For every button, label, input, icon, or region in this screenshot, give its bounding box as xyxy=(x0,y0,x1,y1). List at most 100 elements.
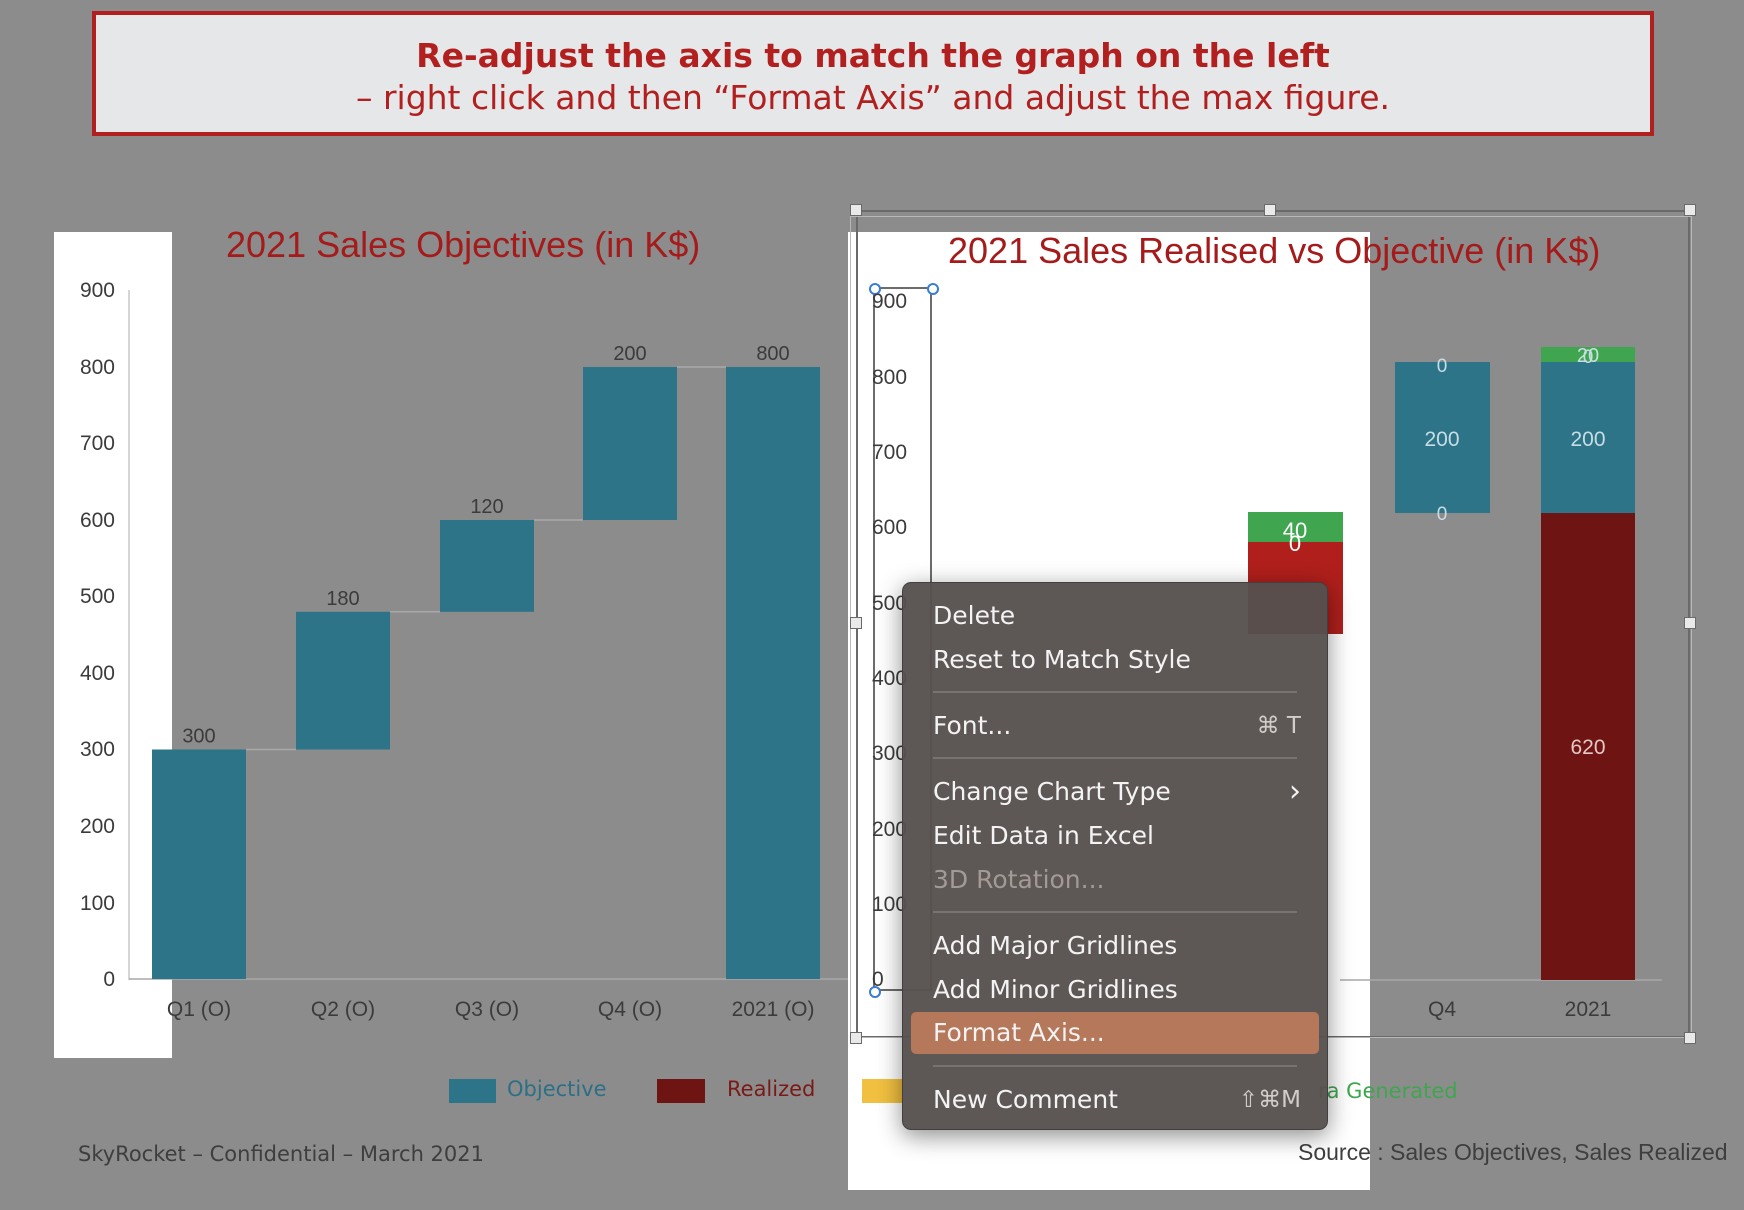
right-y-tick: 100 xyxy=(872,893,908,916)
bar-value-label: 800 xyxy=(756,343,789,365)
right-y-tick: 900 xyxy=(872,290,908,313)
bar-value-label: 120 xyxy=(470,496,503,518)
legend-swatch-yellow xyxy=(862,1079,902,1103)
resize-handle[interactable] xyxy=(1684,1032,1696,1044)
legend-swatch-objective xyxy=(449,1079,496,1103)
label-2021-extra: 20 xyxy=(1577,345,1599,367)
right-x-tick-q4: Q4 xyxy=(1428,998,1456,1021)
menu-item-label: Reset to Match Style xyxy=(933,645,1191,674)
right-y-tick: 400 xyxy=(872,667,908,690)
bar-q1-o[interactable] xyxy=(152,749,246,980)
menu-item-label: Format Axis... xyxy=(933,1018,1105,1047)
menu-item-add-major-gridlines[interactable]: Add Major Gridlines xyxy=(911,925,1319,967)
right-y-tick: 700 xyxy=(872,441,908,464)
left-y-tick: 200 xyxy=(79,815,115,838)
banner-line-2: – right click and then “Format Axis” and… xyxy=(355,78,1391,118)
left-x-tick: Q2 (O) xyxy=(311,998,375,1021)
bar-value-label: 200 xyxy=(613,343,646,365)
bar-2021-o[interactable] xyxy=(726,367,820,979)
left-y-tick: 900 xyxy=(79,279,115,302)
axis-handle[interactable] xyxy=(869,986,881,998)
menu-item-font[interactable]: Font... ⌘ T xyxy=(911,705,1319,747)
right-stacked-chart: 40 0 200 0 0 0 20 200 620 Q4 2021 xyxy=(1248,345,1662,1021)
footer-source: Source : Sales Objectives, Sales Realize… xyxy=(1298,1139,1728,1165)
bar-value-label: 180 xyxy=(326,588,359,610)
left-chart-title: 2021 Sales Objectives (in K$) xyxy=(226,224,701,265)
menu-item-delete[interactable]: Delete xyxy=(911,595,1319,637)
bar-partial-extra[interactable] xyxy=(1248,512,1343,542)
bar-value-label: 300 xyxy=(182,726,215,748)
resize-handle[interactable] xyxy=(1684,204,1696,216)
resize-handle[interactable] xyxy=(1264,204,1276,216)
bar-q4-o[interactable] xyxy=(583,367,677,520)
resize-handle[interactable] xyxy=(1684,617,1696,629)
menu-separator xyxy=(933,1065,1297,1067)
menu-item-3d-rotation: 3D Rotation... xyxy=(911,859,1319,901)
legend-label-extra: ra Generated xyxy=(1318,1079,1458,1103)
shortcut-cmd-t: ⌘ T xyxy=(1256,713,1301,739)
menu-item-change-chart-type[interactable]: Change Chart Type › xyxy=(911,771,1319,813)
right-y-tick: 500 xyxy=(872,592,908,615)
label-q4-bottom-zero: 0 xyxy=(1437,504,1448,525)
menu-item-label: New Comment xyxy=(933,1085,1118,1114)
menu-separator xyxy=(933,911,1297,913)
left-y-tick: 800 xyxy=(79,356,115,379)
bar-2021-objective[interactable] xyxy=(1541,362,1635,513)
right-y-tick: 200 xyxy=(872,818,908,841)
legend-swatch-realized xyxy=(657,1079,705,1103)
resize-handle[interactable] xyxy=(850,617,862,629)
label-partial-zero: 0 xyxy=(1289,531,1301,556)
left-x-tick: Q1 (O) xyxy=(167,998,231,1021)
right-chart-title: 2021 Sales Realised vs Objective (in K$) xyxy=(948,230,1601,271)
label-q4-objective: 200 xyxy=(1424,428,1459,451)
label-2021-top-zero: 0 xyxy=(1583,347,1594,368)
right-y-tick: 600 xyxy=(872,516,908,539)
context-menu: Delete Reset to Match Style Font... ⌘ T C… xyxy=(902,582,1328,1130)
left-y-tick: 300 xyxy=(79,738,115,761)
axis-handle[interactable] xyxy=(869,283,881,295)
left-x-tick: Q3 (O) xyxy=(455,998,519,1021)
menu-item-label: Add Minor Gridlines xyxy=(933,975,1178,1004)
resize-handle[interactable] xyxy=(850,204,862,216)
left-y-tick: 100 xyxy=(79,892,115,915)
menu-item-label: Edit Data in Excel xyxy=(933,821,1154,850)
left-y-tick: 500 xyxy=(79,585,115,608)
resize-handle[interactable] xyxy=(850,1032,862,1044)
bar-2021-extra[interactable] xyxy=(1541,347,1635,362)
legend-label-objective: Objective xyxy=(507,1077,607,1101)
right-x-tick-2021: 2021 xyxy=(1565,998,1612,1021)
menu-item-add-minor-gridlines[interactable]: Add Minor Gridlines xyxy=(911,969,1319,1011)
banner-line-1: Re-adjust the axis to match the graph on… xyxy=(416,36,1330,75)
bar-q2-o[interactable] xyxy=(296,611,390,750)
legend-label-realized: Realized xyxy=(727,1077,816,1101)
menu-item-format-axis[interactable]: Format Axis... xyxy=(911,1012,1319,1054)
menu-item-label: Font... xyxy=(933,711,1012,740)
menu-item-label: 3D Rotation... xyxy=(933,865,1105,894)
menu-separator xyxy=(933,691,1297,693)
bar-2021-realized[interactable] xyxy=(1541,513,1635,980)
bar-q3-o[interactable] xyxy=(440,520,534,612)
left-y-tick: 600 xyxy=(79,509,115,532)
left-waterfall-chart: 300 Q1 (O) 180 Q2 (O) 120 Q3 (O) 200 Q4 (O) 800 2… xyxy=(128,290,848,1021)
right-y-tick: 300 xyxy=(872,742,908,765)
menu-item-label: Add Major Gridlines xyxy=(933,931,1178,960)
left-x-tick: 2021 (O) xyxy=(732,998,815,1021)
footer-confidential: SkyRocket – Confidential – March 2021 xyxy=(78,1142,484,1166)
right-y-tick: 0 xyxy=(872,968,884,991)
bar-q4-objective[interactable] xyxy=(1395,362,1490,513)
label-2021-objective: 200 xyxy=(1570,428,1605,451)
menu-item-reset-style[interactable]: Reset to Match Style xyxy=(911,639,1319,681)
left-y-tick: 700 xyxy=(79,432,115,455)
shortcut-shift-cmd-m: ⇧⌘M xyxy=(1238,1087,1301,1113)
menu-separator xyxy=(933,757,1297,759)
right-y-tick: 800 xyxy=(872,366,908,389)
left-y-tick: 0 xyxy=(103,968,115,991)
menu-item-edit-data-excel[interactable]: Edit Data in Excel xyxy=(911,815,1319,857)
label-2021-realized: 620 xyxy=(1570,736,1605,759)
menu-item-new-comment[interactable]: New Comment ⇧⌘M xyxy=(911,1079,1319,1121)
label-q4-top-zero: 0 xyxy=(1437,356,1448,377)
axis-handle[interactable] xyxy=(927,283,939,295)
left-y-tick: 400 xyxy=(79,662,115,685)
menu-item-label: Change Chart Type xyxy=(933,777,1171,806)
instruction-banner: Re-adjust the axis to match the graph on… xyxy=(92,11,1654,136)
